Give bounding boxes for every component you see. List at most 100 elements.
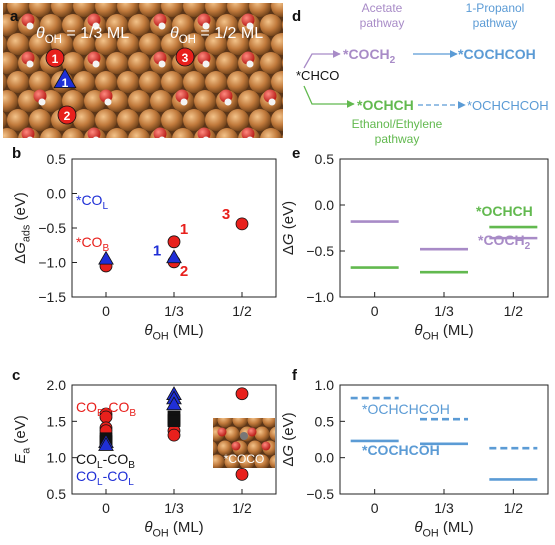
text-segment: CO [76,399,97,415]
text-segment: -CO [103,468,129,484]
cu-atom [205,109,227,131]
text-segment: (eV) [12,192,29,225]
cu-atom [139,33,161,55]
series-label: *COB [76,234,109,254]
cu-atom [194,90,216,112]
text-segment: *CO [76,192,103,208]
x-tick-label: 1/3 [434,303,454,319]
o-atom [198,128,211,141]
text-segment: OH [422,528,438,540]
y-axis-label: Ea (eV) [12,415,33,464]
intermediate: *COCH2 [343,46,396,66]
cu-atom [117,71,139,93]
text-segment: = 1/2 ML [196,25,263,42]
cu-atom [263,413,278,428]
text-segment: L [128,477,134,488]
y-tick-label: 0.0 [47,186,67,202]
x-tick-label: 0 [102,500,110,516]
intermediate: *OCHCH [357,97,414,113]
y-tick-label: −0.5 [306,486,334,502]
text-segment: = 1/3 ML [62,25,129,42]
text-segment: θ [144,322,152,339]
text-segment: -CO [103,451,129,467]
cu-atom [150,90,172,112]
x-tick-label: 1/2 [504,500,524,516]
x-axis-label: θOH (ML) [144,322,203,343]
text-segment: (eV) [280,412,297,445]
arrow [304,54,340,68]
pathway-label: pathway [473,16,518,30]
cu-atom [233,413,248,428]
panel-letter: d [292,8,301,25]
text-segment: *OCHCHCOH [467,98,549,113]
y-tick-label: 0.5 [47,151,67,167]
y-tick-label: 0.5 [315,413,335,429]
text-segment: θ [170,25,179,42]
cu-atom [128,90,150,112]
o-atom [154,128,167,141]
text-segment: (eV) [280,201,297,234]
cu-atom [172,128,194,150]
cu-atom [203,441,218,456]
text-segment: θ [414,322,422,339]
h-atom [203,61,210,68]
cu-atom [210,455,225,470]
pathway-label: 1-Propanol [466,1,525,15]
x-tick-label: 1/2 [232,500,252,516]
h-atom [203,137,210,144]
intermediate: *OCHCHCOH [467,98,549,113]
text-segment: *COCH [343,46,390,62]
text-segment: *OCHCH [476,203,533,219]
pathway-label: Acetate [362,1,403,15]
text-segment: θ [414,519,422,536]
h-atom [247,137,254,144]
cu-atom [293,33,315,55]
cu-atom [128,14,150,36]
pathway-label: pathway [360,16,405,30]
cu-atom [248,413,263,428]
text-segment: θ [144,519,152,536]
x-axis-label: θOH (ML) [414,322,473,343]
x-tick-label: 0 [102,303,110,319]
text-segment: *COCHCOH [362,442,440,458]
text-segment: (ML) [439,322,474,339]
x-tick-label: 1/3 [434,500,454,516]
cu-atom [216,128,238,150]
text-segment: (eV) [12,415,29,448]
x-axis-label: θOH (ML) [414,519,473,540]
pathway-diagram: d Acetate pathway 1-Propanol pathway *CO… [292,1,549,146]
point-label: 2 [180,263,188,280]
text-segment: CO [76,468,97,484]
data-point [236,388,248,400]
x-tick-label: 0 [371,500,379,516]
text-segment: OH [152,528,168,540]
cu-atom [7,109,29,131]
text-segment: Δ [12,254,29,264]
h-atom [93,137,100,144]
text-segment: G [280,233,297,245]
cu-atom [282,90,304,112]
cu-atom [161,109,183,131]
pathway-label: Ethanol/Ethylene [352,117,443,131]
text-segment: B [129,408,136,419]
series-label: *COL [76,192,108,212]
panel-letter: e [292,145,300,162]
text-segment: *COCH [478,232,525,248]
h-atom [93,61,100,68]
y-tick-label: −0.5 [306,243,334,259]
cu-atom [260,14,282,36]
cu-atom [293,109,315,131]
text-segment: -CO [104,399,130,415]
text-segment: *OCHCHCOH [362,401,450,417]
text-segment: G [280,445,297,457]
point-label: 3 [222,206,230,223]
c-atom [240,432,248,440]
text-segment: ads [21,224,33,242]
y-axis-label: ΔGads (eV) [12,192,33,264]
cu-atom [271,109,293,131]
panel-letter: a [10,8,19,25]
y-tick-label: 0.0 [315,197,335,213]
y-tick-label: 1.5 [47,413,67,429]
cu-atom [304,128,326,150]
h-atom [181,99,188,106]
